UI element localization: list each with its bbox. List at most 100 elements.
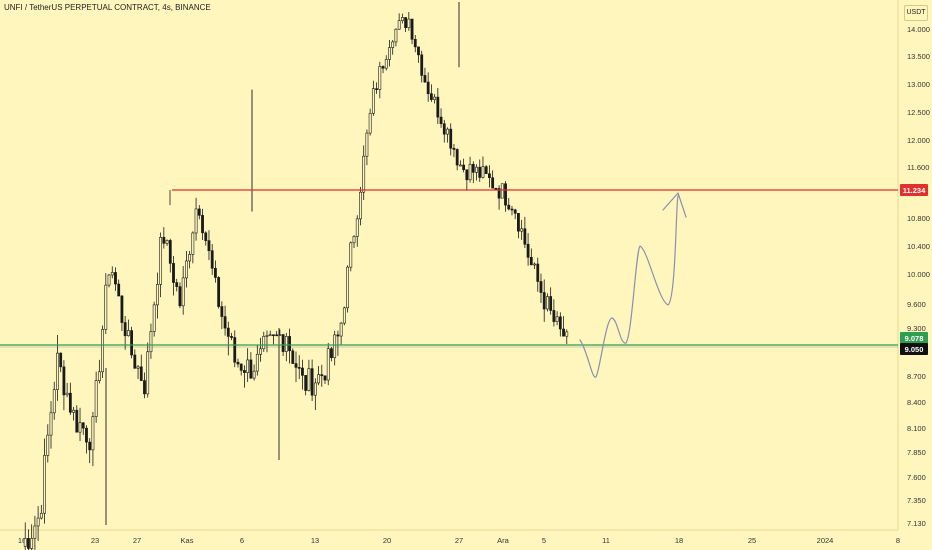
y-tick-label: 7.350 (907, 496, 926, 505)
candle-down (139, 366, 143, 381)
current-price-label: 9.050 (905, 345, 924, 354)
candle-up (104, 284, 108, 330)
y-tick-label: 7.130 (907, 519, 926, 528)
candle-up (23, 538, 27, 547)
candle-up (191, 232, 195, 255)
candle-down (301, 367, 304, 376)
candle-up (146, 351, 150, 395)
candle-up (185, 260, 188, 279)
candle-up (533, 263, 536, 266)
candle-up (39, 512, 43, 519)
forecast-drawing (579, 192, 687, 378)
y-tick-label: 13.000 (907, 80, 930, 89)
candle-down (452, 147, 456, 150)
candle-down (423, 75, 427, 83)
candle-down (323, 375, 327, 381)
y-tick-label: 9.300 (907, 324, 926, 333)
candle-up (165, 240, 169, 244)
candle-down (542, 292, 546, 310)
candle-down (404, 17, 408, 28)
candle-up (49, 412, 53, 436)
candle-down (310, 368, 314, 396)
candle-down (455, 149, 459, 166)
candle-down (436, 96, 440, 118)
x-tick-label: 2024 (817, 536, 834, 545)
candle-up (407, 18, 411, 28)
y-tick-label: 14.000 (907, 25, 930, 34)
candle-up (346, 266, 349, 309)
candle-up (126, 330, 130, 337)
candle-up (355, 218, 359, 237)
candle-down (526, 243, 530, 258)
candle-up (371, 88, 375, 114)
x-tick-label: 27 (133, 536, 141, 545)
candle-down (281, 334, 285, 352)
candle-down (226, 327, 230, 337)
candle-up (362, 155, 366, 193)
candle-down (413, 39, 417, 48)
candle-down (562, 328, 565, 337)
candle-down (381, 66, 385, 69)
candle-up (317, 374, 320, 384)
y-tick-label: 12.000 (907, 136, 930, 145)
candle-up (159, 236, 163, 285)
candle-up (52, 389, 56, 414)
candle-down (59, 352, 63, 368)
candle-down (288, 336, 291, 352)
candle-down (491, 177, 495, 189)
candle-down (172, 263, 175, 283)
candle-down (233, 337, 237, 363)
candle-up (65, 392, 69, 396)
candle-down (275, 334, 279, 337)
candle-up (446, 128, 449, 135)
support-price-label: 9.078 (905, 334, 924, 343)
candle-up (565, 331, 569, 337)
candle-down (249, 359, 253, 379)
candle-up (555, 316, 559, 322)
candle-down (523, 228, 527, 245)
currency-unit-button[interactable]: USDT (904, 5, 928, 21)
x-tick-label: 6 (240, 536, 244, 545)
candle-up (259, 348, 262, 355)
candle-down (220, 306, 224, 317)
candle-down (27, 538, 30, 549)
candle-up (110, 272, 114, 276)
y-tick-label: 13.500 (907, 52, 930, 61)
x-tick-label: 11 (602, 536, 610, 545)
candle-up (397, 20, 401, 30)
candle-up (400, 17, 404, 21)
candle-up (194, 208, 198, 234)
candle-down (552, 310, 556, 322)
candle-down (243, 370, 246, 373)
candle-up (394, 28, 398, 43)
candle-down (236, 361, 240, 365)
candle-up (46, 434, 50, 456)
candle-down (336, 334, 340, 337)
candle-up (388, 47, 391, 60)
candle-up (43, 455, 46, 514)
candle-down (223, 316, 227, 329)
y-tick-label: 7.600 (907, 473, 926, 482)
candle-down (297, 367, 301, 369)
x-tick-label: Ara (497, 536, 510, 545)
candle-up (433, 96, 437, 100)
candle-down (504, 183, 507, 206)
candle-up (333, 334, 337, 359)
x-tick-label: 13 (311, 536, 319, 545)
candle-down (426, 81, 430, 94)
x-tick-label: 27 (455, 536, 463, 545)
candle-down (162, 236, 166, 244)
candle-down (429, 93, 433, 100)
candle-down (204, 232, 208, 241)
candle-down (88, 441, 92, 451)
candle-down (175, 282, 179, 287)
candle-up (91, 416, 95, 451)
candle-up (468, 164, 472, 181)
candle-down (410, 18, 414, 40)
x-tick-label: 25 (748, 536, 756, 545)
y-tick-label: 12.500 (907, 108, 930, 117)
candle-down (513, 209, 517, 214)
candle-down (449, 128, 453, 149)
candle-up (378, 66, 382, 90)
